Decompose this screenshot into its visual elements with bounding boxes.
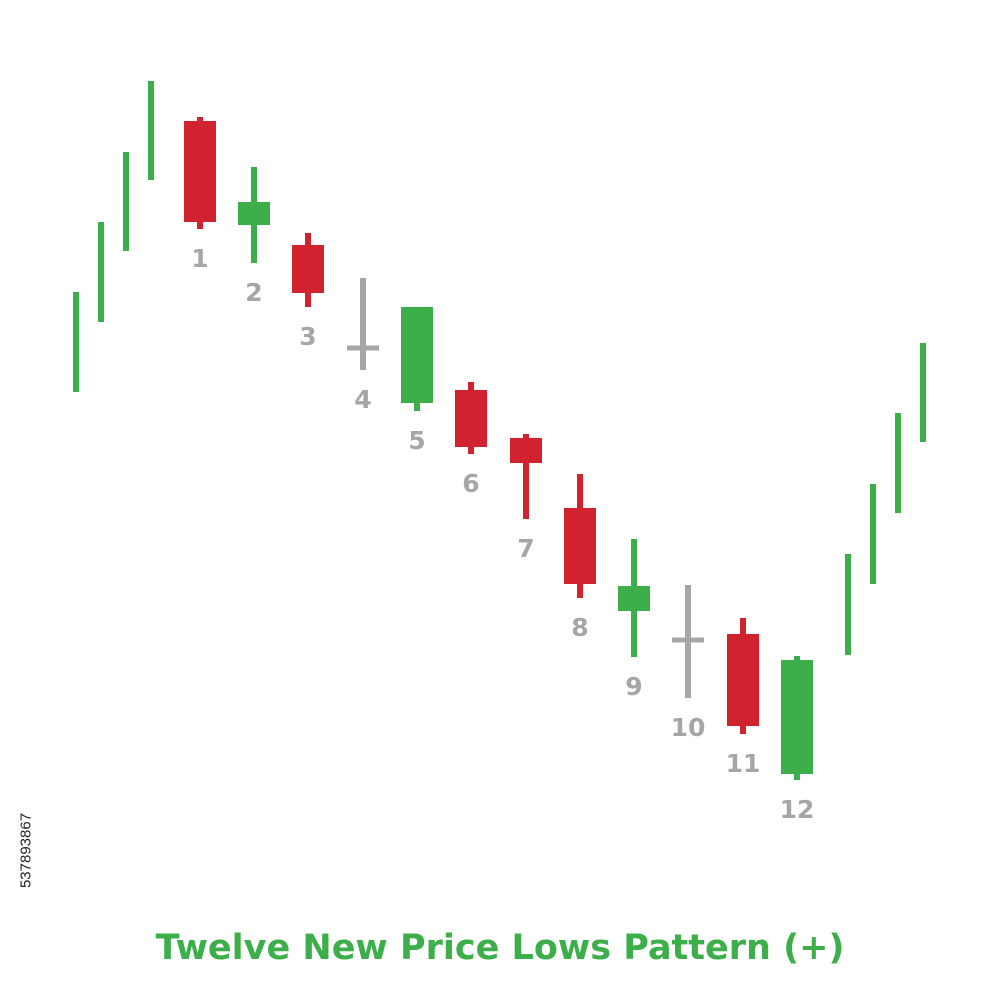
candle-label-9: 9 [625,672,642,701]
candle-2-body [238,202,270,225]
candle-9-body [618,586,650,611]
candle-4-wick [360,278,366,370]
context-bar-right-3 [895,413,901,513]
candle-7-body [510,438,542,463]
candle-7 [510,434,542,519]
candle-label-6: 6 [462,469,479,498]
candle-label-8: 8 [571,613,588,642]
context-bar-left-2 [98,222,104,322]
candle-3 [292,233,324,307]
image-id-text: 537893867 [17,812,35,889]
candle-label-2: 2 [245,278,262,307]
candle-label-10: 10 [671,713,706,742]
chart-title: Twelve New Price Lows Pattern (+) [155,928,845,968]
candle-label-5: 5 [408,426,425,455]
context-bar-right-4 [920,343,926,442]
candle-3-body [292,245,324,293]
candle-4 [347,278,379,370]
candle-7-wick [523,434,529,519]
context-bar-right-1 [845,554,851,655]
candle-label-7: 7 [517,534,534,563]
context-bars-right [845,343,926,655]
candle-label-4: 4 [354,385,371,414]
candle-11-body [727,634,759,726]
candle-label-1: 1 [191,244,208,273]
context-bar-left-4 [148,81,154,180]
context-bar-left-1 [73,292,79,392]
candle-1-body [184,121,216,222]
candle-5-body [401,307,433,403]
candle-10-body [672,637,704,643]
candle-10 [672,585,704,698]
candle-11 [727,618,759,734]
candle-label-11: 11 [726,749,761,778]
context-bars-left [73,81,154,392]
context-bar-right-2 [870,484,876,584]
pattern-candles [184,117,813,780]
candle-6-body [455,390,487,447]
candle-label-3: 3 [299,322,316,351]
candle-4-body [347,345,379,351]
candle-12 [781,656,813,780]
candle-9 [618,539,650,657]
context-bar-left-3 [123,152,129,251]
candle-5 [401,307,433,411]
candle-8-body [564,508,596,584]
candle-8 [564,474,596,598]
candle-2 [238,167,270,263]
candle-1 [184,117,216,229]
candle-12-body [781,660,813,774]
candle-6 [455,382,487,454]
candle-label-12: 12 [780,795,815,824]
